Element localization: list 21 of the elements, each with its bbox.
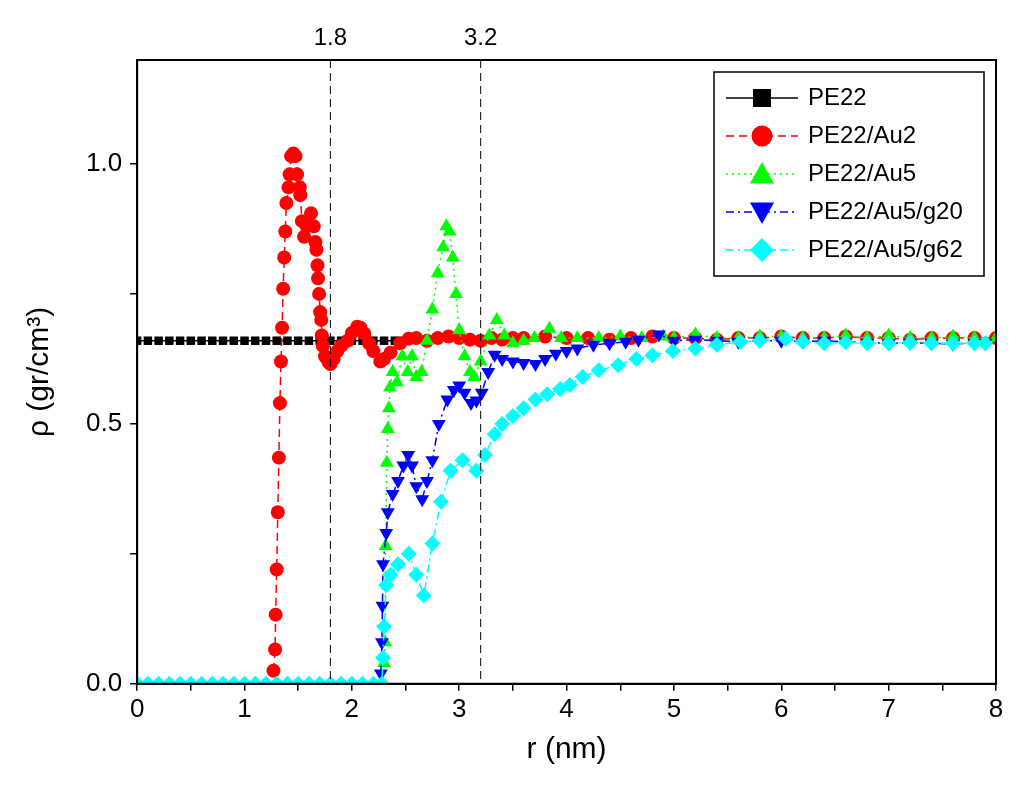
x-tick-label: 7 [881,692,896,723]
legend-label: PE22/Au2 [808,120,917,148]
x-tick-label: 6 [774,692,789,723]
legend-label: PE22/Au5/g20 [808,196,963,224]
legend-label: PE22 [808,82,867,110]
ref-line-label: 3.2 [464,22,498,50]
x-axis-title: r (nm) [526,731,607,765]
x-tick-label: 1 [237,692,252,723]
x-tick-label: 5 [666,692,682,723]
legend-label: PE22/Au5 [808,158,917,186]
y-tick-label: 0.5 [85,407,123,438]
y-tick-label: 0.0 [85,666,123,697]
legend-label: PE22/Au5/g62 [808,234,963,262]
x-tick-label: 4 [559,692,574,723]
x-tick-label: 2 [344,692,360,723]
ref-line-label: 1.8 [313,22,348,50]
x-tick-label: 8 [988,692,1004,723]
y-axis-title: ρ (gr/cm³) [21,306,55,438]
x-tick-label: 3 [451,692,467,723]
y-tick-label: 1.0 [85,147,123,178]
x-tick-label: 0 [129,692,145,723]
